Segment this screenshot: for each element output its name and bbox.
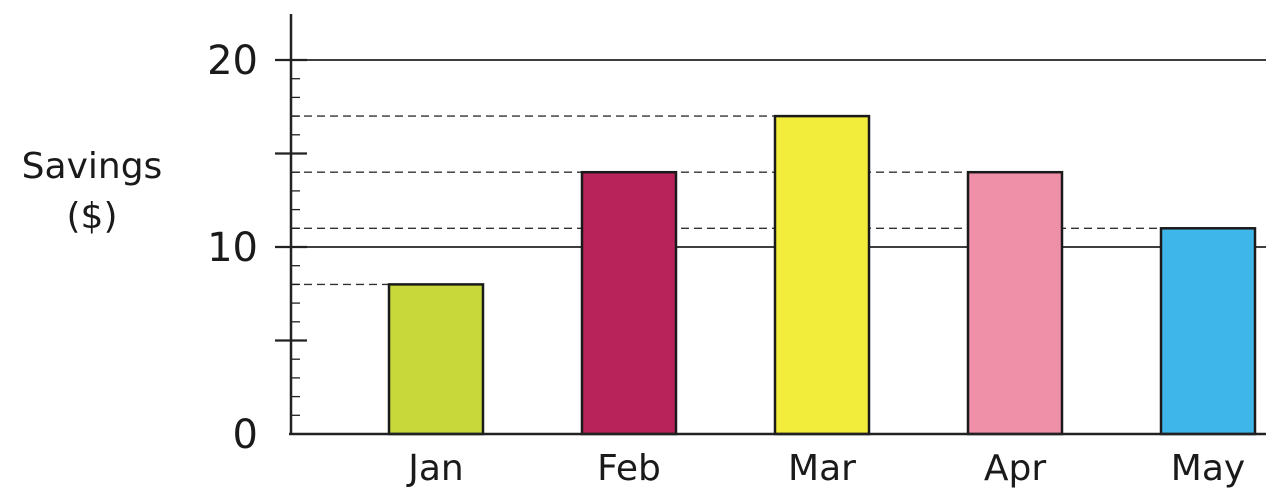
bar-mar (773, 114, 871, 436)
x-tick-labels: Jan Feb Mar Apr May (406, 448, 1245, 489)
y-tick-label-0: 0 (233, 412, 258, 458)
y-tick-labels: 0 10 20 (207, 38, 258, 458)
bar-may (1159, 227, 1257, 436)
y-axis-label-line1: Savings (22, 146, 163, 187)
x-tick-label-feb: Feb (597, 448, 661, 489)
y-tick-label-10: 10 (207, 225, 258, 271)
y-tick-label-20: 20 (207, 38, 258, 84)
bars (387, 114, 1257, 436)
x-tick-label-may: May (1171, 448, 1245, 489)
bar-jan (387, 283, 485, 436)
bar-feb (580, 170, 678, 436)
axes (289, 14, 1266, 436)
x-tick-label-jan: Jan (406, 448, 464, 489)
y-axis-label-line2: ($) (67, 196, 118, 237)
y-ticks (275, 58, 307, 435)
bar-apr (966, 170, 1064, 436)
x-tick-label-apr: Apr (984, 448, 1046, 489)
x-tick-label-mar: Mar (788, 448, 856, 489)
